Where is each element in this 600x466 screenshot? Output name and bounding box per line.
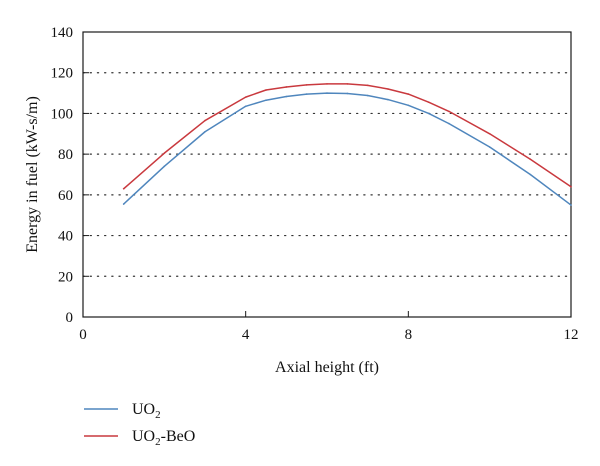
series-0-point-2 bbox=[204, 130, 206, 133]
series-0-point-14 bbox=[488, 146, 491, 148]
series-1-point-0 bbox=[122, 187, 125, 190]
x-axis-label: Axial height (ft) bbox=[275, 359, 379, 376]
series-layer bbox=[122, 83, 572, 206]
y-tick-label-140: 140 bbox=[51, 25, 74, 41]
y-tick-label-40: 40 bbox=[58, 229, 73, 245]
series-1-point-8 bbox=[346, 83, 349, 85]
series-0-point-4 bbox=[265, 99, 267, 101]
series-1-point-9 bbox=[366, 84, 369, 87]
series-0-point-16 bbox=[570, 204, 572, 206]
x-tick-label-8: 8 bbox=[405, 327, 413, 343]
y-tick-label-60: 60 bbox=[58, 188, 73, 204]
series-1-point-7 bbox=[326, 83, 328, 85]
series-1-point-16 bbox=[570, 185, 572, 188]
legend-label-suffix-1: -BeO bbox=[161, 428, 196, 445]
series-0-point-8 bbox=[346, 92, 349, 95]
series-0-point-1 bbox=[163, 165, 166, 168]
x-tick-label-4: 4 bbox=[242, 327, 250, 343]
series-1-point-11 bbox=[407, 93, 410, 95]
series-1-point-14 bbox=[488, 132, 491, 135]
series-line-0 bbox=[122, 92, 572, 206]
series-1-point-6 bbox=[305, 84, 308, 86]
series-1-point-1 bbox=[163, 152, 166, 154]
y-tick-label-100: 100 bbox=[51, 106, 74, 122]
legend-label-main-1: UO bbox=[132, 428, 155, 445]
series-0-point-6 bbox=[305, 93, 308, 95]
series-1-point-2 bbox=[204, 119, 206, 122]
series-0-point-0 bbox=[122, 203, 125, 205]
series-0-point-7 bbox=[326, 92, 328, 94]
series-0-point-5 bbox=[285, 95, 288, 98]
legend-label-main-0: UO bbox=[132, 401, 155, 418]
series-1-point-12 bbox=[427, 101, 430, 104]
legend-label-subscript-0: 2 bbox=[155, 409, 161, 421]
series-1-point-15 bbox=[529, 158, 532, 161]
series-0-point-3 bbox=[244, 105, 247, 108]
series-0-point-9 bbox=[366, 94, 369, 97]
y-tick-label-120: 120 bbox=[51, 66, 74, 82]
y-axis-label: Energy in fuel (kW-s/m) bbox=[24, 96, 41, 253]
legend-label-subscript-1: 2 bbox=[155, 436, 161, 448]
plot-frame bbox=[82, 31, 572, 318]
x-tick-label-12: 12 bbox=[564, 327, 579, 343]
legend-label-1: UO2-BeO bbox=[132, 428, 195, 448]
y-tick-label-0: 0 bbox=[66, 310, 74, 326]
series-0-point-12 bbox=[427, 112, 430, 115]
series-0-point-10 bbox=[387, 98, 389, 101]
series-1-point-3 bbox=[244, 96, 247, 98]
y-tick-label-80: 80 bbox=[58, 147, 73, 163]
series-0-point-13 bbox=[448, 122, 450, 125]
series-line-1 bbox=[122, 83, 572, 190]
series-1-point-4 bbox=[265, 89, 267, 91]
x-tick-label-0: 0 bbox=[79, 327, 87, 343]
axis-layer bbox=[82, 31, 572, 318]
series-1-point-10 bbox=[387, 88, 389, 90]
series-1-point-13 bbox=[448, 110, 450, 113]
series-0-point-11 bbox=[407, 104, 410, 107]
series-1-point-5 bbox=[285, 86, 288, 88]
series-0-point-15 bbox=[529, 173, 532, 176]
y-tick-label-20: 20 bbox=[58, 269, 73, 285]
legend-label-0: UO2 bbox=[132, 401, 161, 421]
